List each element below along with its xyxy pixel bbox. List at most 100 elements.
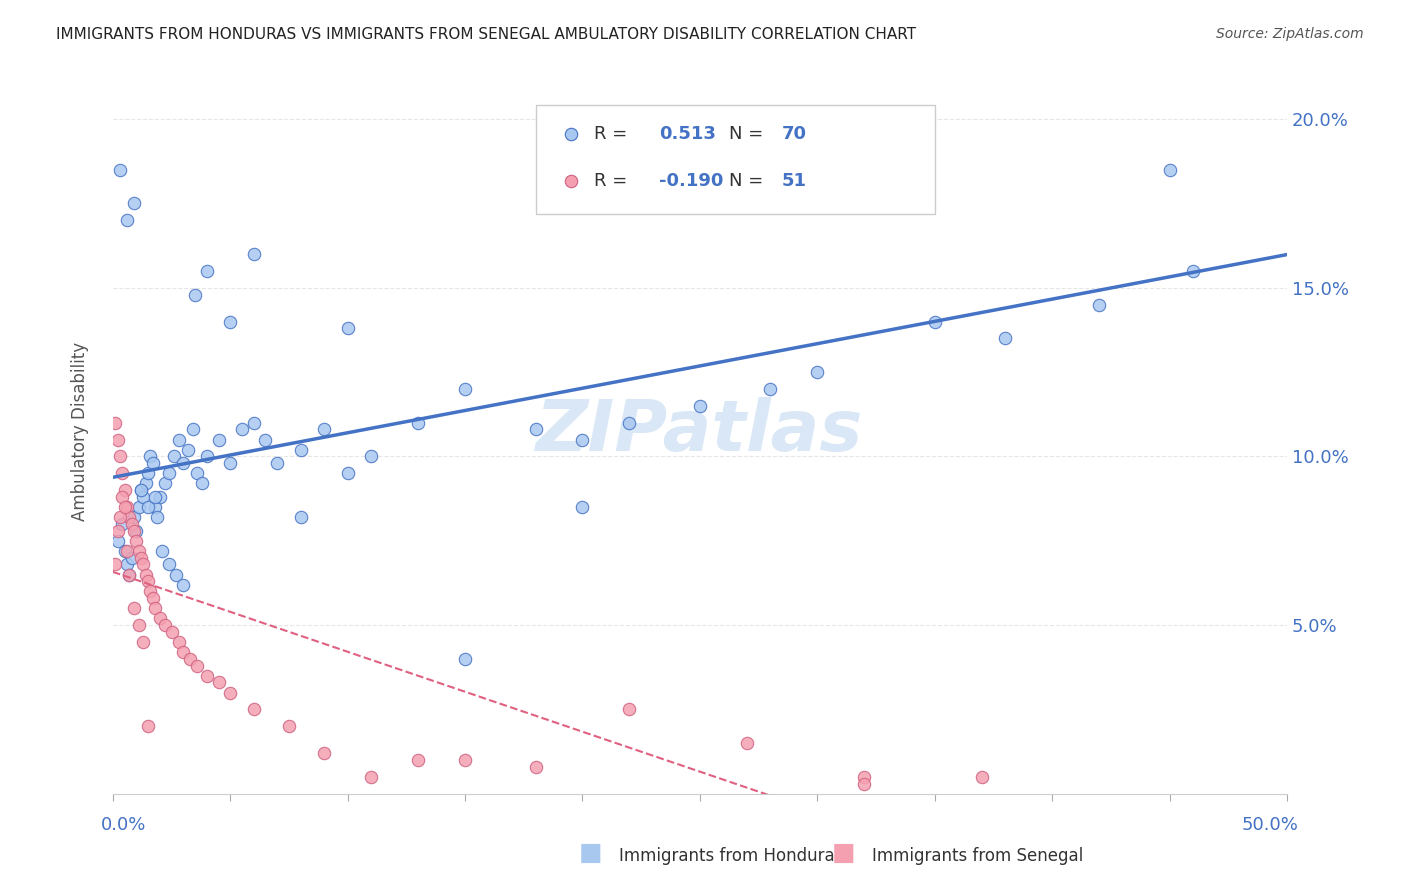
Point bbox=[111, 490, 134, 504]
Point bbox=[619, 416, 641, 430]
Point bbox=[114, 500, 136, 514]
Point bbox=[125, 533, 148, 548]
Point bbox=[107, 533, 129, 548]
Text: Source: ZipAtlas.com: Source: ZipAtlas.com bbox=[1216, 27, 1364, 41]
Text: R =: R = bbox=[595, 125, 627, 143]
Point bbox=[853, 777, 876, 791]
Point bbox=[970, 770, 993, 784]
Point bbox=[336, 467, 359, 481]
Point bbox=[128, 618, 150, 632]
Point bbox=[207, 433, 229, 447]
Text: 51: 51 bbox=[782, 172, 807, 190]
Point bbox=[207, 675, 229, 690]
Point bbox=[195, 450, 218, 464]
Point bbox=[139, 584, 162, 599]
Point bbox=[129, 550, 152, 565]
Point bbox=[104, 416, 127, 430]
Point bbox=[125, 524, 148, 538]
Point bbox=[135, 567, 157, 582]
Point bbox=[524, 422, 547, 436]
Point bbox=[290, 510, 312, 524]
Point bbox=[167, 433, 190, 447]
Text: ■: ■ bbox=[579, 841, 602, 865]
Point bbox=[278, 719, 301, 733]
Point bbox=[122, 524, 145, 538]
Point bbox=[136, 467, 159, 481]
Point bbox=[571, 500, 593, 514]
Point bbox=[1182, 264, 1205, 278]
Text: Immigrants from Honduras: Immigrants from Honduras bbox=[619, 847, 844, 865]
Point bbox=[157, 558, 180, 572]
Point bbox=[129, 483, 152, 498]
Point bbox=[104, 558, 127, 572]
Point bbox=[184, 287, 207, 301]
Point bbox=[111, 516, 134, 531]
Point bbox=[219, 314, 242, 328]
Point bbox=[853, 770, 876, 784]
Point bbox=[132, 490, 155, 504]
Point bbox=[571, 433, 593, 447]
Point bbox=[266, 456, 288, 470]
Point bbox=[360, 450, 382, 464]
Text: N =: N = bbox=[730, 172, 763, 190]
Text: Immigrants from Senegal: Immigrants from Senegal bbox=[872, 847, 1083, 865]
Point bbox=[143, 500, 166, 514]
Point bbox=[172, 456, 194, 470]
Point bbox=[1159, 162, 1181, 177]
Point bbox=[150, 544, 173, 558]
Y-axis label: Ambulatory Disability: Ambulatory Disability bbox=[72, 342, 89, 521]
Point bbox=[118, 510, 141, 524]
Point bbox=[122, 601, 145, 615]
Point bbox=[142, 456, 165, 470]
Point bbox=[114, 544, 136, 558]
Point bbox=[160, 624, 183, 639]
Point bbox=[759, 382, 782, 396]
Text: 50.0%: 50.0% bbox=[1241, 815, 1299, 833]
Point bbox=[108, 510, 131, 524]
Point bbox=[619, 702, 641, 716]
Point bbox=[136, 719, 159, 733]
Point bbox=[157, 467, 180, 481]
Point bbox=[1088, 298, 1111, 312]
Text: ■: ■ bbox=[832, 841, 855, 865]
Point bbox=[219, 456, 242, 470]
Point bbox=[924, 314, 946, 328]
Point bbox=[167, 635, 190, 649]
Point bbox=[186, 658, 208, 673]
Point bbox=[406, 416, 429, 430]
Point bbox=[181, 422, 204, 436]
Point bbox=[129, 483, 152, 498]
Point bbox=[314, 422, 336, 436]
Text: 70: 70 bbox=[782, 125, 807, 143]
Text: 0.513: 0.513 bbox=[659, 125, 716, 143]
Point bbox=[454, 382, 477, 396]
Point bbox=[242, 416, 264, 430]
Point bbox=[121, 550, 143, 565]
Point bbox=[179, 652, 201, 666]
Point bbox=[195, 264, 218, 278]
Text: R =: R = bbox=[595, 172, 627, 190]
Text: IMMIGRANTS FROM HONDURAS VS IMMIGRANTS FROM SENEGAL AMBULATORY DISABILITY CORREL: IMMIGRANTS FROM HONDURAS VS IMMIGRANTS F… bbox=[56, 27, 917, 42]
Point bbox=[115, 213, 138, 227]
Point bbox=[121, 516, 143, 531]
Point bbox=[360, 770, 382, 784]
Point bbox=[454, 652, 477, 666]
Point bbox=[122, 196, 145, 211]
Point bbox=[128, 544, 150, 558]
Point bbox=[806, 128, 828, 143]
Point bbox=[115, 558, 138, 572]
Point bbox=[153, 476, 176, 491]
Text: -0.190: -0.190 bbox=[659, 172, 723, 190]
Point bbox=[242, 702, 264, 716]
Point bbox=[132, 635, 155, 649]
Text: ZIPatlas: ZIPatlas bbox=[536, 397, 863, 466]
Point bbox=[135, 476, 157, 491]
Point bbox=[994, 331, 1017, 345]
Point bbox=[689, 399, 711, 413]
Point bbox=[115, 500, 138, 514]
Point bbox=[136, 574, 159, 589]
Point bbox=[143, 490, 166, 504]
Point bbox=[219, 685, 242, 699]
Point bbox=[122, 510, 145, 524]
Point bbox=[111, 467, 134, 481]
